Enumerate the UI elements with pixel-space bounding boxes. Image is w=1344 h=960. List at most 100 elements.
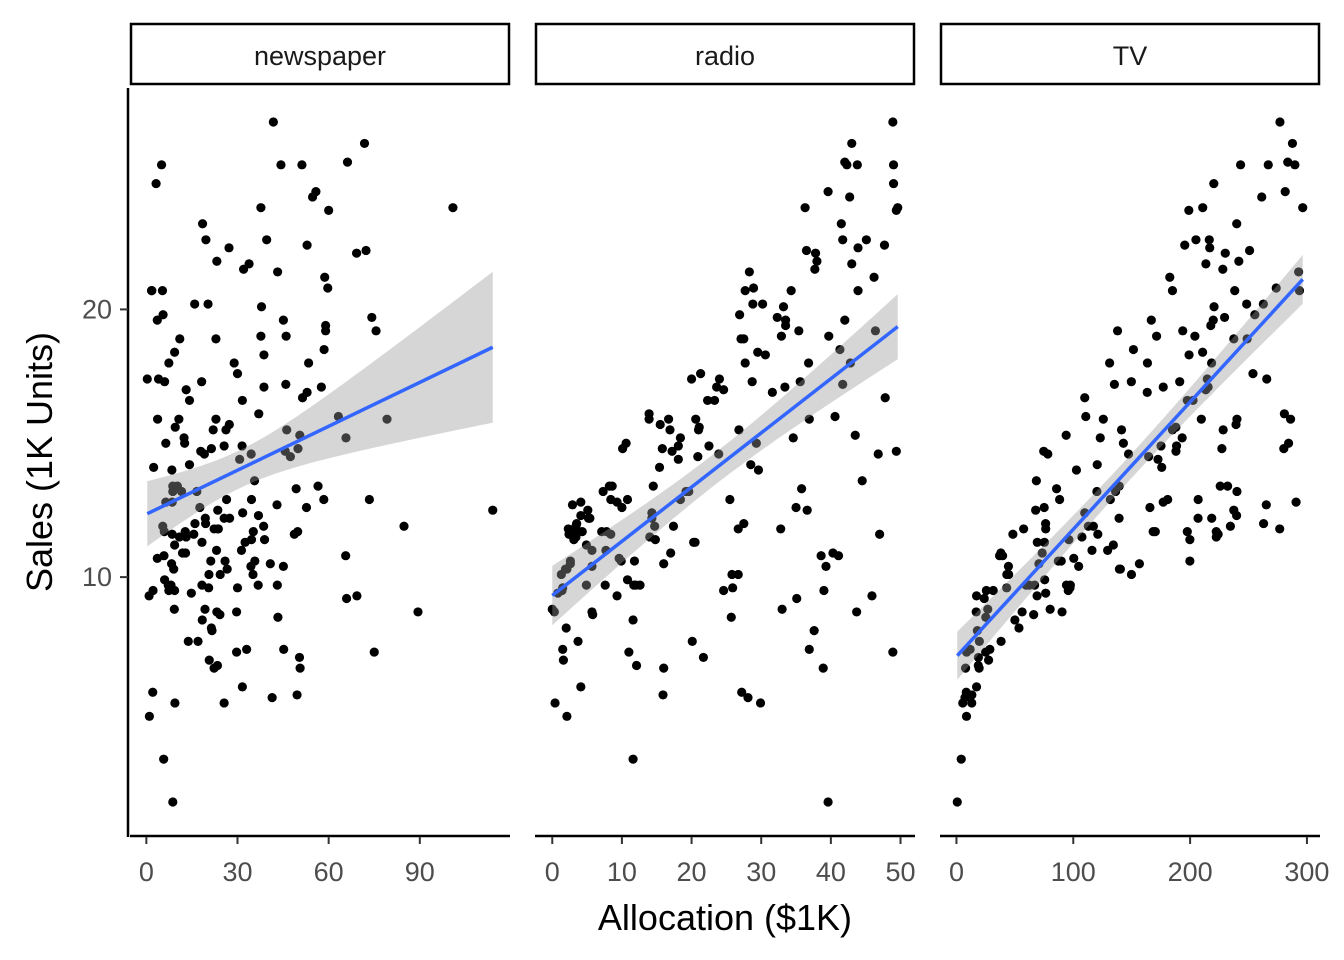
data-point bbox=[655, 419, 665, 430]
data-point bbox=[262, 235, 272, 245]
data-point bbox=[1118, 438, 1128, 448]
data-point bbox=[698, 652, 709, 663]
data-point bbox=[663, 414, 674, 424]
data-point bbox=[1165, 272, 1175, 282]
data-point bbox=[712, 382, 722, 392]
data-point bbox=[1279, 409, 1289, 419]
data-point bbox=[691, 414, 701, 424]
data-point bbox=[998, 551, 1008, 561]
data-point bbox=[197, 615, 207, 625]
data-point bbox=[225, 513, 235, 523]
data-point bbox=[1010, 615, 1020, 625]
y-axis-title: Sales (1K Units) bbox=[19, 332, 60, 592]
data-point bbox=[294, 652, 305, 663]
data-point bbox=[650, 521, 660, 531]
confidence-band bbox=[147, 271, 493, 547]
data-point bbox=[686, 374, 697, 384]
data-point bbox=[585, 513, 595, 523]
data-point bbox=[1235, 160, 1246, 170]
data-point bbox=[650, 535, 660, 545]
data-point bbox=[237, 441, 247, 451]
data-point bbox=[693, 452, 703, 462]
data-point bbox=[215, 569, 225, 580]
data-point bbox=[170, 422, 180, 432]
data-point bbox=[988, 585, 998, 596]
data-point bbox=[175, 334, 185, 344]
x-tick-label: 50 bbox=[885, 857, 915, 887]
y-axis: 10 20 bbox=[82, 88, 130, 837]
data-point bbox=[888, 178, 899, 189]
data-point bbox=[174, 414, 184, 424]
data-point bbox=[658, 690, 668, 700]
data-point bbox=[776, 524, 786, 534]
data-point bbox=[809, 626, 819, 636]
data-point bbox=[673, 441, 683, 451]
data-point bbox=[1248, 369, 1258, 379]
data-point bbox=[792, 593, 802, 604]
data-point bbox=[869, 272, 879, 282]
data-point bbox=[352, 591, 362, 601]
data-point bbox=[1093, 529, 1103, 539]
data-point bbox=[161, 438, 171, 448]
data-point bbox=[740, 358, 750, 368]
data-point bbox=[965, 644, 975, 655]
data-point bbox=[1223, 481, 1233, 491]
facet-strip-newspaper bbox=[129, 22, 511, 86]
data-point bbox=[628, 615, 638, 625]
data-point bbox=[612, 591, 622, 601]
x-tick-label: 0 bbox=[139, 857, 154, 887]
data-point bbox=[259, 350, 269, 360]
data-point bbox=[1280, 187, 1290, 197]
data-point bbox=[888, 647, 898, 657]
data-point bbox=[166, 559, 177, 569]
data-point bbox=[719, 385, 729, 395]
data-point bbox=[157, 286, 168, 296]
data-point bbox=[1098, 414, 1108, 424]
data-point bbox=[323, 283, 333, 293]
data-point bbox=[714, 449, 724, 459]
data-point bbox=[256, 203, 266, 213]
data-point bbox=[1209, 302, 1219, 312]
data-point bbox=[709, 395, 720, 406]
data-point bbox=[341, 593, 352, 604]
data-point bbox=[1114, 564, 1125, 574]
data-point bbox=[583, 505, 593, 515]
data-point bbox=[744, 267, 754, 277]
data-point bbox=[256, 331, 266, 341]
data-point bbox=[1175, 377, 1185, 387]
data-point bbox=[1145, 502, 1155, 513]
data-point bbox=[235, 454, 245, 464]
data-point bbox=[293, 444, 303, 454]
data-point bbox=[1081, 411, 1091, 422]
data-point bbox=[845, 192, 855, 202]
data-point bbox=[184, 395, 195, 406]
data-point bbox=[1294, 267, 1304, 277]
data-point bbox=[1207, 358, 1217, 368]
data-point bbox=[702, 395, 713, 406]
data-point bbox=[689, 537, 699, 547]
data-point bbox=[174, 532, 185, 542]
data-point bbox=[961, 687, 971, 697]
data-point bbox=[728, 583, 738, 593]
data-point bbox=[367, 312, 377, 323]
data-point bbox=[1031, 476, 1041, 486]
data-point bbox=[276, 160, 286, 170]
data-point bbox=[237, 395, 247, 406]
data-point bbox=[847, 259, 857, 269]
data-point bbox=[804, 414, 814, 424]
data-point bbox=[1275, 524, 1285, 534]
data-point bbox=[1108, 540, 1118, 550]
data-point bbox=[973, 652, 984, 663]
data-point bbox=[735, 310, 745, 320]
data-point bbox=[573, 636, 583, 646]
data-point bbox=[1074, 561, 1084, 572]
data-point bbox=[788, 433, 798, 443]
data-point bbox=[981, 585, 991, 596]
data-point bbox=[342, 157, 353, 167]
data-point bbox=[558, 644, 568, 655]
data-point bbox=[786, 286, 796, 296]
data-point bbox=[561, 623, 571, 633]
data-point bbox=[1262, 374, 1272, 384]
data-point bbox=[810, 264, 820, 274]
data-point bbox=[747, 377, 757, 387]
